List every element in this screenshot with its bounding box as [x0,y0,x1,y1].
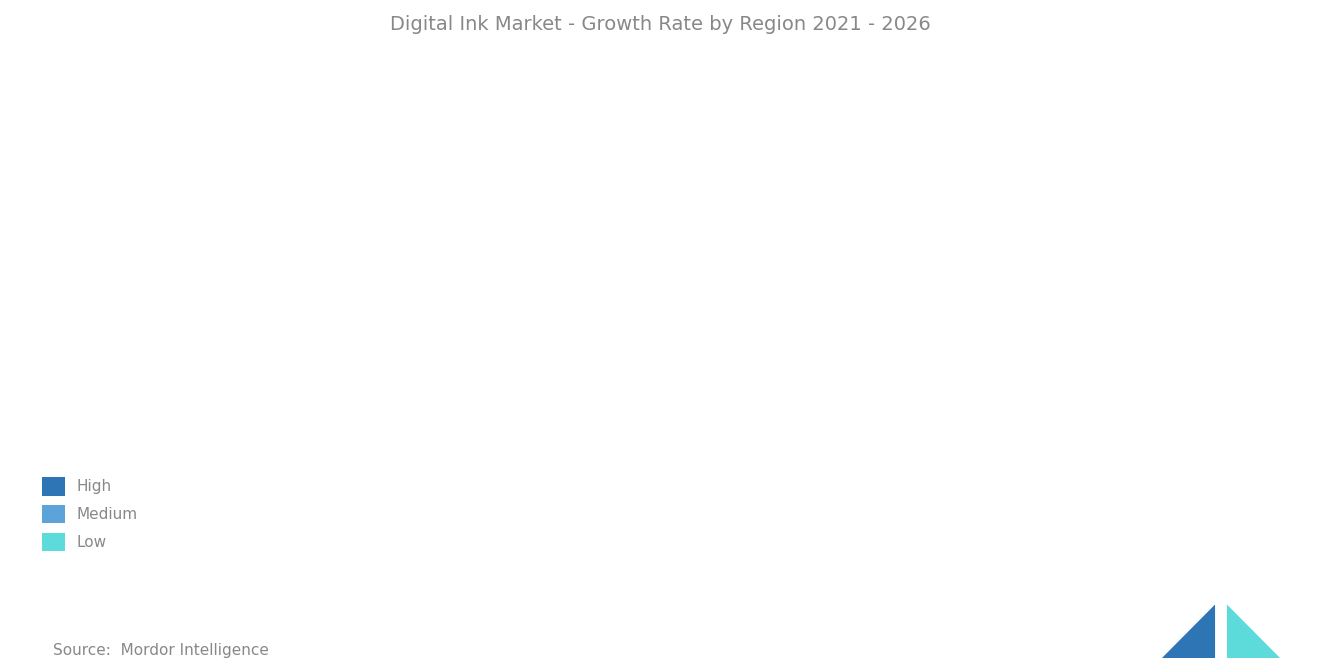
Title: Digital Ink Market - Growth Rate by Region 2021 - 2026: Digital Ink Market - Growth Rate by Regi… [389,15,931,34]
Polygon shape [1162,604,1214,658]
Legend: High, Medium, Low: High, Medium, Low [34,469,145,559]
Text: Source:  Mordor Intelligence: Source: Mordor Intelligence [53,643,269,658]
Polygon shape [1226,604,1280,658]
